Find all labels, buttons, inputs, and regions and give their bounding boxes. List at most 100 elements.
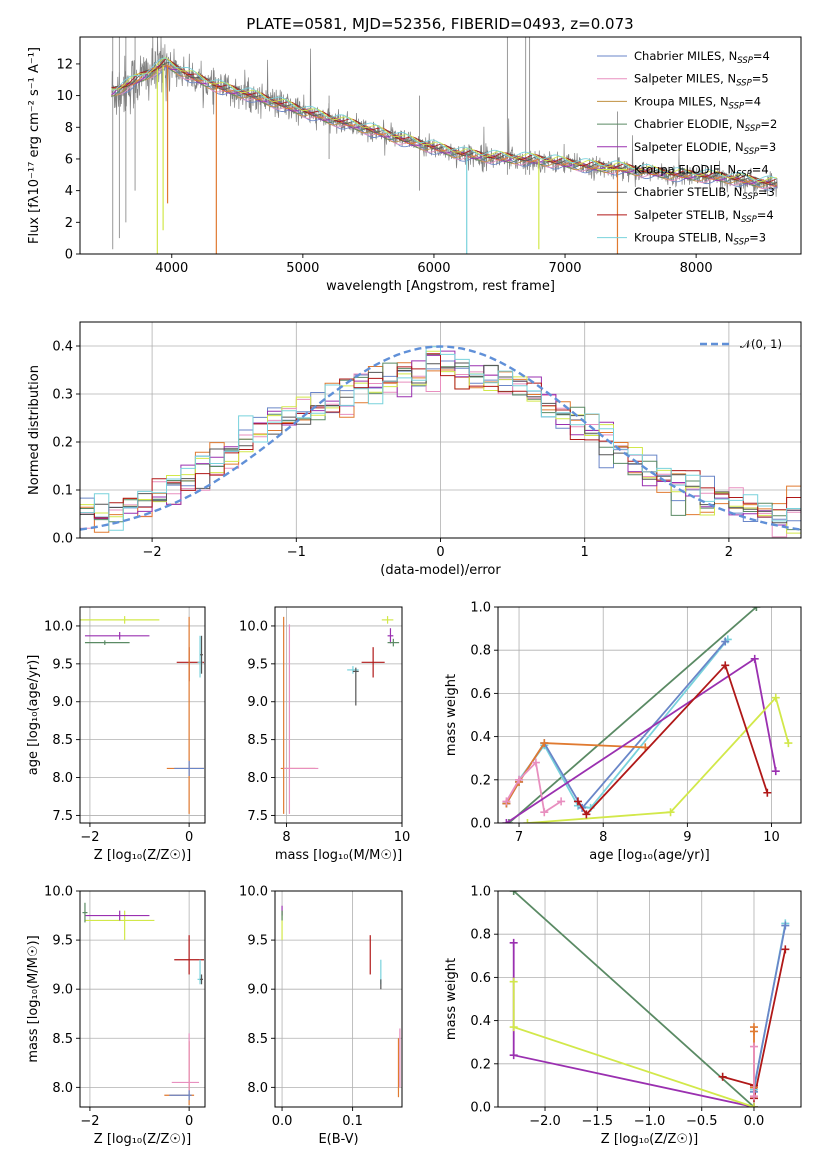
x-tick-label: −1.5 <box>581 1114 613 1129</box>
panel-age_vs_mass: 8 10 7.5 8.0 8.5 9.0 9.5 10.0 mass [log₁₀(M/M☉)] <box>239 606 411 863</box>
series-line-chabrier_elodie <box>508 607 757 823</box>
y-tick-label: 8.5 <box>52 1032 73 1047</box>
series-line-kroupa_elodie <box>527 695 790 823</box>
x-axis-label: Z [log₁₀(Z/Z☉)] <box>94 1132 191 1147</box>
legend-label-kroupa_elodie: Kroupa ELODIE, NSSP=4 <box>634 163 769 180</box>
grid <box>498 606 801 824</box>
y-tick-label: 0.2 <box>52 436 73 451</box>
grid <box>80 607 205 823</box>
spectrum-legend: Chabrier MILES, NSSP=4 Salpeter MILES, NS… <box>597 49 777 248</box>
plot-area <box>502 607 793 823</box>
series-marker-salpeter_stelib <box>582 810 591 819</box>
residual-legend: 𝒩(0, 1) <box>700 337 782 351</box>
legend-label-chabrier_miles: Chabrier MILES, NSSP=4 <box>634 49 770 66</box>
x-tick-label: 10 <box>763 830 780 845</box>
x-tick-label: −2 <box>80 1114 99 1129</box>
y-tick-label: 7.5 <box>52 809 73 824</box>
series-marker-chabrier_elodie <box>752 607 761 611</box>
plot-area <box>281 905 401 1098</box>
plot-area <box>509 891 790 1107</box>
axes-frame <box>79 606 206 824</box>
grid <box>80 890 205 1107</box>
x-tick-label: 0.1 <box>342 1114 363 1129</box>
x-tick-label: −2 <box>80 830 99 845</box>
y-axis-label: age [log₁₀(age/yr)] <box>26 655 41 776</box>
panel-age_vs_Z: −2 0 7.5 8.0 8.5 9.0 9.5 10.0 Z [log₁₀(Z/Z☉)] age… <box>26 606 206 863</box>
series-marker-kroupa_elodie <box>784 739 793 748</box>
y-tick-label: 9.0 <box>247 983 268 998</box>
y-tick-label: 2 <box>65 216 73 231</box>
series-marker-salpeter_stelib <box>781 945 790 954</box>
x-axis-label: E(B-V) <box>318 1132 358 1147</box>
y-tick-label: 1.0 <box>470 601 491 616</box>
series-marker-chabrier_miles <box>721 637 730 646</box>
model-spectrum-kroupa_miles <box>111 62 778 188</box>
series-marker-kroupa_elodie <box>509 977 518 986</box>
series-marker-model_orange <box>749 1027 758 1036</box>
x-tick-label: −0.5 <box>686 1114 718 1129</box>
y-tick-label: 9.0 <box>247 695 268 710</box>
y-tick-label: 9.5 <box>247 657 268 672</box>
y-tick-label: 8.0 <box>247 771 268 786</box>
x-tick-label: 0 <box>185 1114 193 1129</box>
x-tick-label: 4000 <box>155 261 188 276</box>
series-marker-kroupa_elodie <box>666 808 675 817</box>
series-marker-kroupa_elodie <box>509 1023 518 1032</box>
series-line-salpeter_elodie <box>512 942 755 1107</box>
histogram-kroupa_stelib <box>80 346 801 531</box>
x-tick-label: −1 <box>287 545 306 560</box>
x-tick-label: 10 <box>394 830 411 845</box>
panel-mass_vs_EBV: 0.0 0.1 8.0 8.5 9.0 9.5 10.0 E(B-V) <box>239 885 403 1147</box>
x-axis-label: mass [log₁₀(M/M☉)] <box>275 848 402 863</box>
x-axis-label: wavelength [Angstrom, rest frame] <box>326 279 555 294</box>
x-tick-label: 7000 <box>548 261 581 276</box>
series-marker-salpeter_elodie <box>771 767 780 776</box>
series-marker-kroupa_elodie <box>771 693 780 702</box>
y-tick-label: 0.4 <box>470 730 491 745</box>
axes-frame <box>79 890 206 1108</box>
legend-label-chabrier_elodie: Chabrier ELODIE, NSSP=2 <box>634 117 777 134</box>
y-tick-label: 10.0 <box>44 885 73 900</box>
series-marker-kroupa_elodie <box>523 819 532 823</box>
legend-label-chabrier_stelib: Chabrier STELIB, NSSP=3 <box>634 185 775 202</box>
x-tick-label: 8000 <box>680 261 713 276</box>
plot-area <box>280 616 400 814</box>
y-tick-label: 6 <box>65 152 73 167</box>
legend-label-kroupa_miles: Kroupa MILES, NSSP=4 <box>634 94 761 111</box>
model-spectrum-kroupa_elodie <box>111 56 778 182</box>
series-marker-salpeter_miles <box>531 758 540 767</box>
y-tick-label: 8.5 <box>247 733 268 748</box>
series-line-chabrier_miles <box>753 925 787 1092</box>
y-tick-label: 0.6 <box>470 687 491 702</box>
y-tick-label: 10.0 <box>239 885 268 900</box>
x-axis-label: age [log₁₀(age/yr)] <box>589 848 710 863</box>
y-tick-label: 0.3 <box>52 388 73 403</box>
y-tick-label: 12 <box>56 57 73 72</box>
y-tick-label: 0.0 <box>470 817 491 832</box>
series-marker-salpeter_miles <box>749 1092 758 1101</box>
y-tick-label: 4 <box>65 184 73 199</box>
y-tick-label: 10 <box>56 89 73 104</box>
series-marker-salpeter_elodie <box>509 938 518 947</box>
axes-frame <box>79 36 802 255</box>
series-marker-salpeter_stelib <box>718 1072 727 1081</box>
x-tick-label: 0 <box>185 830 193 845</box>
y-tick-label: 0.8 <box>470 928 491 943</box>
axes-frame <box>274 606 403 824</box>
y-tick-label: 0.4 <box>52 340 73 355</box>
y-tick-label: 7.5 <box>247 809 268 824</box>
series-line-kroupa_elodie <box>512 981 755 1107</box>
plot-area <box>82 902 205 1106</box>
series-line-salpeter_stelib <box>577 663 769 816</box>
series-line-model_orange <box>505 742 646 805</box>
y-tick-label: 8.0 <box>52 771 73 786</box>
x-axis-label: Z [log₁₀(Z/Z☉)] <box>94 848 191 863</box>
y-axis-label: Normed distribution <box>27 365 42 495</box>
series-marker-salpeter_elodie <box>509 1051 518 1060</box>
y-tick-label: 0.2 <box>470 1057 491 1072</box>
y-tick-label: 0.1 <box>52 484 73 499</box>
series-marker-salpeter_miles <box>749 1042 758 1051</box>
histogram-salpeter_stelib <box>80 353 801 519</box>
axes-frame <box>274 890 403 1108</box>
series-marker-salpeter_stelib <box>763 788 772 797</box>
